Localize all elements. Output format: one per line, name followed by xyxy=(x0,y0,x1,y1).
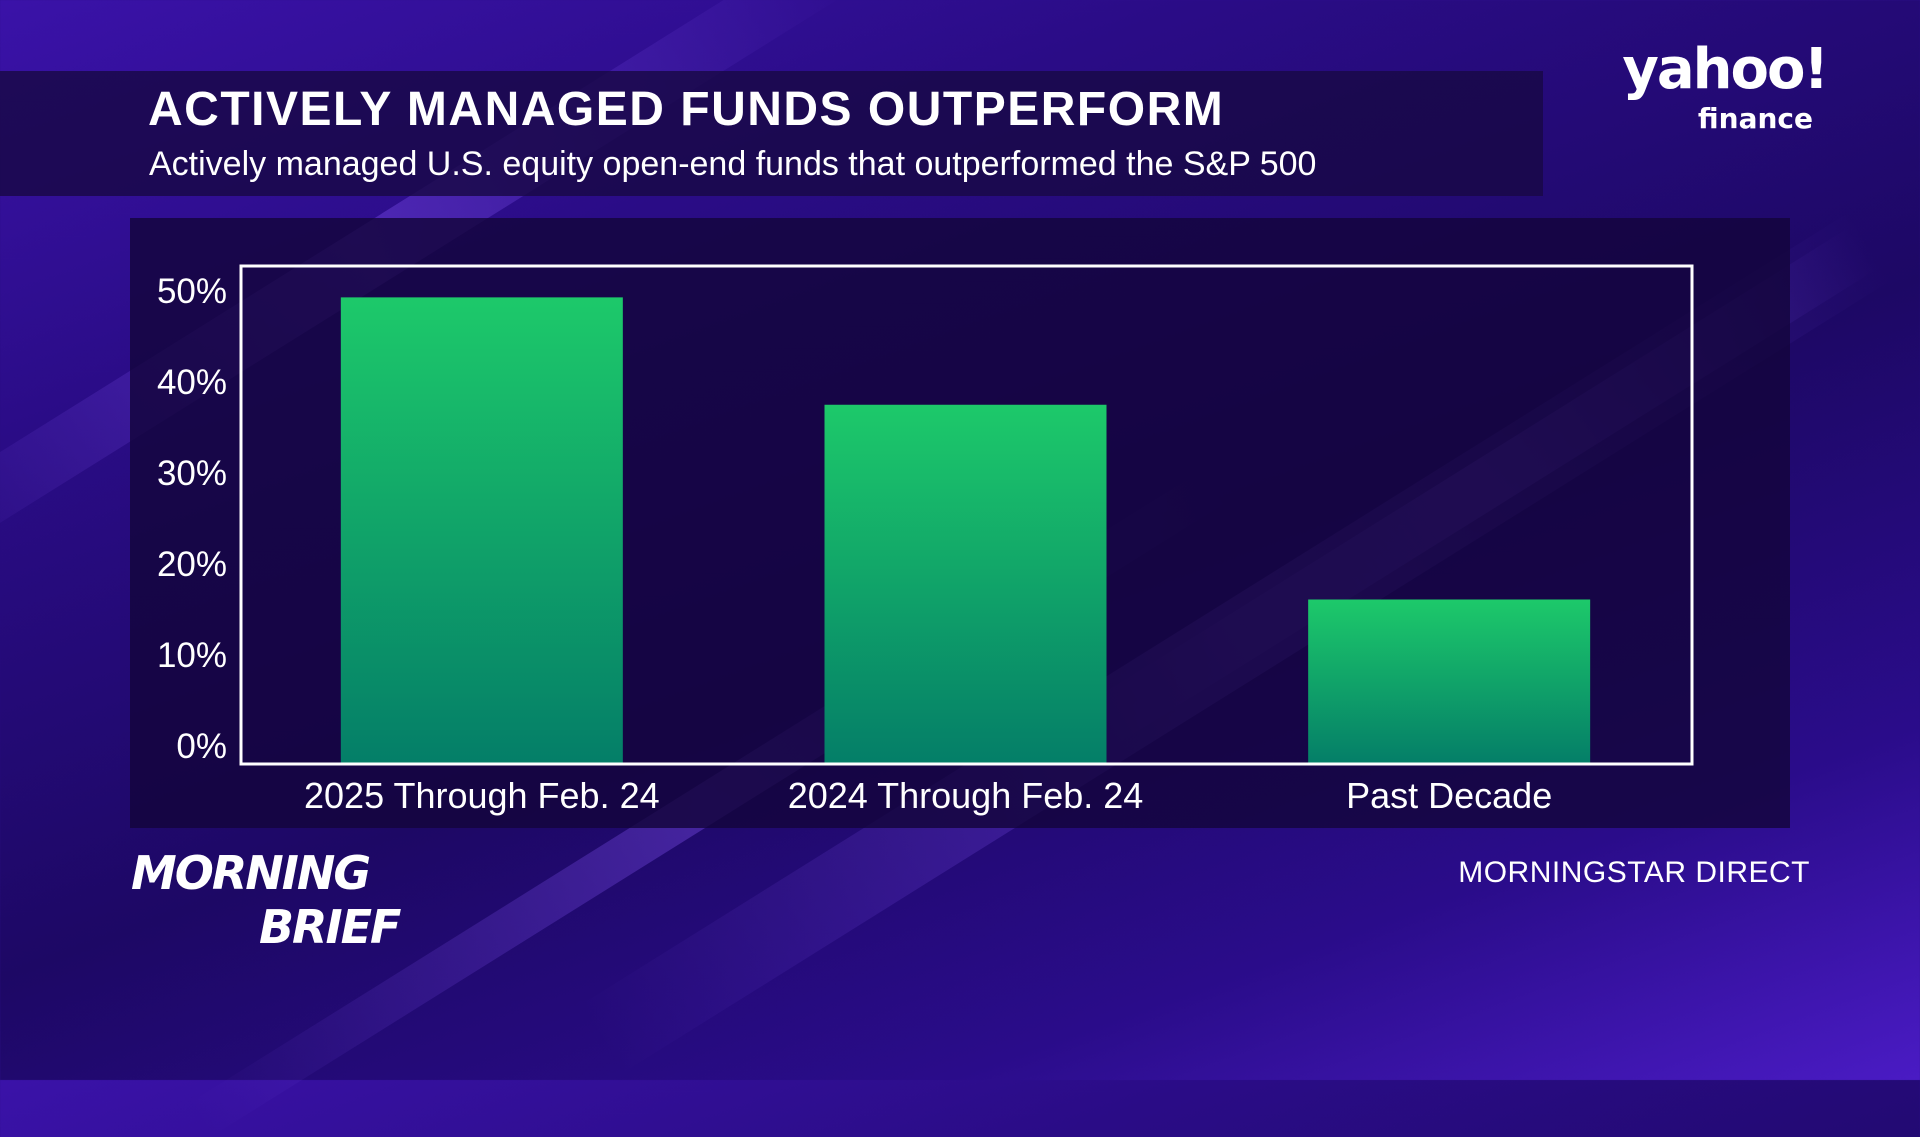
chart-title: ACTIVELY MANAGED FUNDS OUTPERFORM xyxy=(148,83,1225,136)
plot-frame xyxy=(239,264,1694,766)
morning-brief-logo: MORNING BRIEF xyxy=(131,846,401,954)
chart-subtitle: Actively managed U.S. equity open-end fu… xyxy=(149,145,1317,183)
y-tick-label: 50% xyxy=(157,272,227,311)
chart-panel: 0% 10% 20% 30% 40% 50% 2025 Through Feb. 24 20… xyxy=(130,218,1790,828)
bar xyxy=(1308,599,1591,764)
y-tick-label: 0% xyxy=(176,727,227,766)
yahoo-finance-logo: yahoo! finance xyxy=(1622,37,1829,136)
bar xyxy=(340,297,623,764)
y-tick-label: 30% xyxy=(157,454,227,493)
title-band xyxy=(0,71,1543,196)
logo-text: finance xyxy=(1697,102,1813,135)
bar xyxy=(824,404,1107,764)
y-tick-label: 40% xyxy=(157,363,227,402)
y-tick-label: 10% xyxy=(157,636,227,675)
x-tick-label: Past Decade xyxy=(1346,775,1552,816)
bar-chart: 0% 10% 20% 30% 40% 50% 2025 Through Feb. 24 20… xyxy=(157,264,1694,816)
x-tick-label: 2025 Through Feb. 24 xyxy=(304,775,660,816)
logo-text: BRIEF xyxy=(259,900,401,954)
logo-text: MORNING xyxy=(131,846,371,900)
source-label: MORNINGSTAR DIRECT xyxy=(1458,856,1810,889)
logo-text: yahoo! xyxy=(1622,37,1829,102)
y-tick-label: 20% xyxy=(157,545,227,584)
x-tick-label: 2024 Through Feb. 24 xyxy=(788,775,1144,816)
